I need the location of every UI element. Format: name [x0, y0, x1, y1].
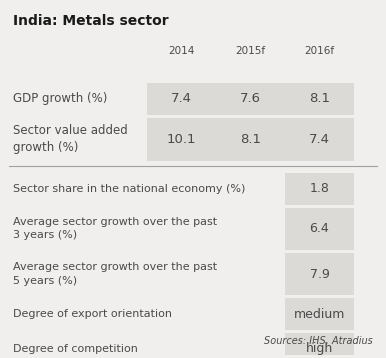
Text: GDP growth (%): GDP growth (%): [13, 92, 107, 105]
Text: 7.9: 7.9: [310, 267, 329, 281]
Text: 7.4: 7.4: [171, 92, 192, 105]
Text: 8.1: 8.1: [309, 92, 330, 105]
Text: Average sector growth over the past
3 years (%): Average sector growth over the past 3 ye…: [13, 217, 217, 241]
Text: medium: medium: [294, 308, 345, 320]
Text: Degree of competition: Degree of competition: [13, 344, 138, 354]
Text: Sector value added
growth (%): Sector value added growth (%): [13, 124, 128, 154]
FancyBboxPatch shape: [216, 83, 285, 115]
Text: 10.1: 10.1: [167, 133, 196, 146]
FancyBboxPatch shape: [285, 333, 354, 358]
Text: 2014: 2014: [168, 45, 195, 55]
FancyBboxPatch shape: [285, 208, 354, 250]
FancyBboxPatch shape: [147, 118, 216, 160]
FancyBboxPatch shape: [147, 83, 216, 115]
Text: India: Metals sector: India: Metals sector: [13, 14, 169, 28]
Text: 2016f: 2016f: [305, 45, 335, 55]
Text: Degree of export orientation: Degree of export orientation: [13, 309, 172, 319]
Text: 8.1: 8.1: [240, 133, 261, 146]
Text: high: high: [306, 342, 333, 355]
FancyBboxPatch shape: [285, 118, 354, 160]
FancyBboxPatch shape: [285, 173, 354, 205]
Text: Average sector growth over the past
5 years (%): Average sector growth over the past 5 ye…: [13, 262, 217, 286]
FancyBboxPatch shape: [285, 83, 354, 115]
FancyBboxPatch shape: [285, 298, 354, 330]
Text: Sources: IHS, Atradius: Sources: IHS, Atradius: [264, 336, 373, 346]
Text: Sector share in the national economy (%): Sector share in the national economy (%): [13, 184, 245, 194]
Text: 6.4: 6.4: [310, 222, 329, 235]
Text: 7.4: 7.4: [309, 133, 330, 146]
Text: 2015f: 2015f: [235, 45, 266, 55]
FancyBboxPatch shape: [216, 118, 285, 160]
FancyBboxPatch shape: [285, 253, 354, 295]
Text: 7.6: 7.6: [240, 92, 261, 105]
Text: 1.8: 1.8: [310, 182, 329, 195]
